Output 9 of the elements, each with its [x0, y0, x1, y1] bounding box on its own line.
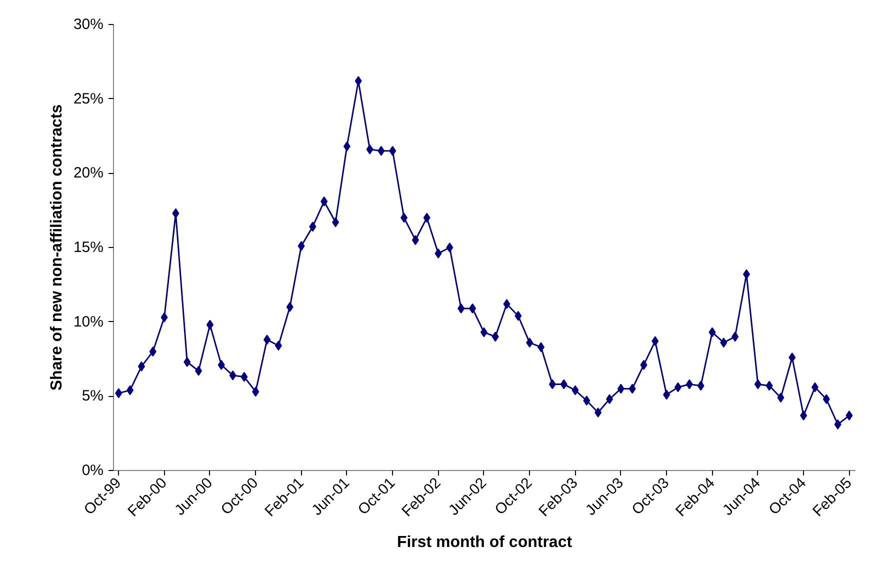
y-tick-label: 10%: [73, 313, 104, 330]
y-tick-label: 15%: [73, 239, 104, 256]
y-tick-label: 30%: [73, 16, 104, 33]
y-tick-label: 0%: [82, 462, 104, 479]
y-tick-label: 5%: [82, 388, 104, 405]
y-axis-title: Share of new non-affiliation contracts: [48, 104, 66, 391]
x-axis-title: First month of contract: [396, 534, 573, 552]
y-tick-label: 25%: [73, 90, 104, 108]
y-tick-label: 20%: [73, 164, 104, 182]
